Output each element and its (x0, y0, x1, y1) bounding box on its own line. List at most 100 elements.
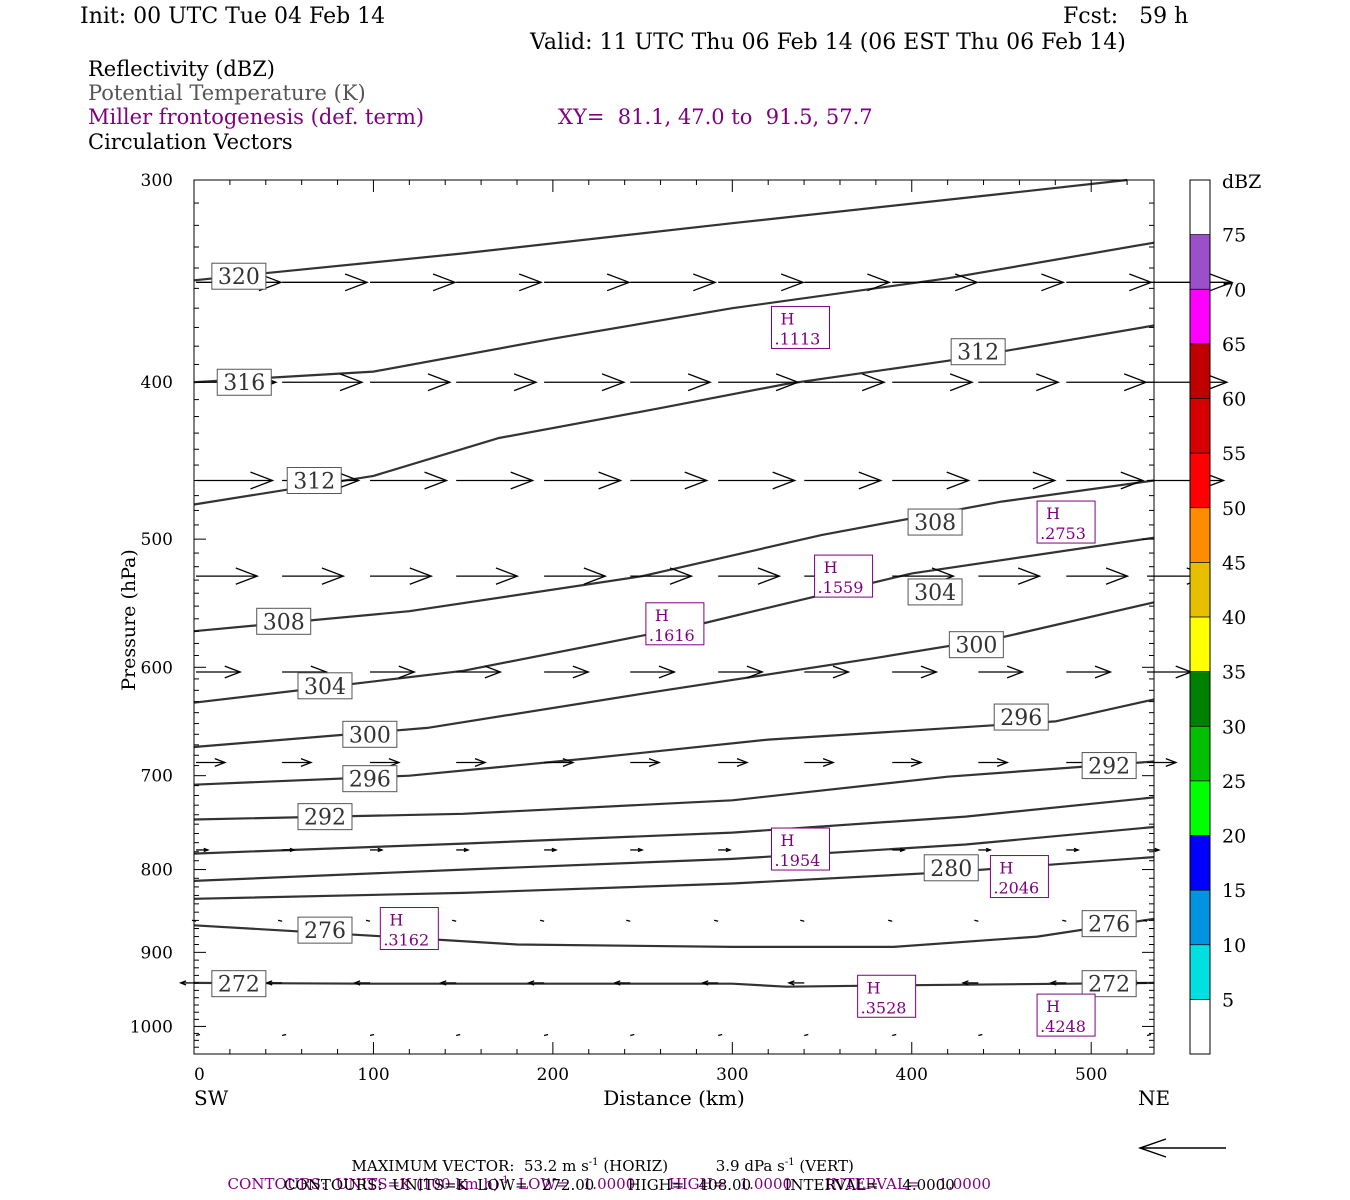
circulation-vector (961, 980, 979, 986)
circulation-vector (630, 758, 661, 767)
circulation-vector (544, 471, 623, 490)
svg-text:304: 304 (914, 581, 956, 606)
fronto-contour-units-exp: -1 (498, 1175, 509, 1186)
frontogenesis-high: H.2046 (989, 855, 1049, 899)
circulation-vector (626, 919, 631, 922)
frontogenesis-high: H.4248 (1036, 993, 1096, 1037)
x-end-right: NE (1138, 1086, 1170, 1110)
max-vector-horiz-unit: (HORIZ) (603, 1157, 669, 1175)
circulation-vector (1066, 273, 1154, 292)
max-vector-vert-exp: -1 (784, 1157, 795, 1168)
x-tick-label: 400 (896, 1065, 928, 1085)
colorbar-label: 55 (1222, 443, 1246, 465)
cross-section-endpoints: XY= 81.1, 47.0 to 91.5, 57.7 (558, 105, 873, 129)
circulation-vector (365, 919, 371, 922)
circulation-vector (978, 273, 1066, 292)
circulation-vector (1066, 665, 1113, 679)
circulation-vector (718, 373, 800, 392)
contour-label-272: 272 (1081, 970, 1137, 998)
svg-text:280: 280 (930, 857, 972, 882)
circulation-vector (804, 471, 883, 490)
colorbar-label: 35 (1222, 662, 1246, 684)
svg-text:.3162: .3162 (383, 931, 429, 950)
circulation-vector (456, 847, 470, 853)
circulation-vector (718, 471, 797, 490)
contour-label-312: 312 (286, 467, 342, 495)
circulation-vector (718, 1033, 723, 1037)
circulation-vector (196, 758, 227, 767)
circulation-vector (892, 847, 906, 853)
circulation-vector (718, 665, 765, 679)
contour-label-292: 292 (297, 803, 353, 831)
svg-text:.1113: .1113 (775, 329, 821, 348)
svg-text:320: 320 (218, 265, 260, 290)
svg-text:300: 300 (349, 723, 391, 748)
svg-text:H: H (1046, 997, 1060, 1016)
circulation-vector (265, 980, 283, 986)
theta-contour-272 (193, 981, 1155, 988)
field-theta: Potential Temperature (K) (88, 81, 366, 105)
contour-label-272: 272 (211, 970, 267, 998)
circulation-vector (1066, 567, 1130, 585)
svg-text:304: 304 (304, 675, 346, 700)
colorbar-label: 75 (1222, 225, 1246, 247)
svg-text:300: 300 (955, 634, 997, 659)
circulation-vector (978, 758, 1010, 767)
theta-contour-308 (193, 479, 1155, 633)
contour-label-280: 280 (923, 854, 979, 882)
frontogenesis-high: H.1954 (771, 827, 831, 871)
contour-label-300: 300 (342, 720, 398, 748)
svg-text:316: 316 (223, 371, 265, 396)
circulation-vector (456, 665, 503, 679)
colorbar-swatch (1190, 453, 1210, 508)
svg-text:H: H (1046, 504, 1060, 523)
x-end-left: SW (194, 1086, 229, 1110)
circulation-vector (892, 273, 980, 292)
colorbar-swatch (1190, 999, 1210, 1054)
colorbar-label: 65 (1222, 334, 1246, 356)
circulation-vector (456, 567, 520, 585)
svg-text:.1559: .1559 (818, 578, 864, 597)
theta-contour-292 (193, 760, 1155, 821)
svg-text:.4248: .4248 (1040, 1017, 1086, 1036)
plot-frame (193, 179, 1155, 1055)
circulation-vector (456, 471, 535, 490)
circulation-vector (178, 980, 196, 986)
circulation-vector (718, 273, 805, 292)
contour-label-292: 292 (1081, 752, 1137, 780)
circulation-vector (526, 980, 545, 986)
circulation-vector (196, 567, 260, 585)
colorbar-label: 5 (1222, 989, 1234, 1011)
contour-labels: 3203163123083043002962922762723123083043… (211, 262, 1137, 998)
circulation-vector (370, 758, 401, 767)
x-axis-title: Distance (km) (603, 1086, 745, 1110)
svg-text:.1616: .1616 (649, 626, 695, 645)
circulation-vector (978, 847, 993, 853)
svg-text:308: 308 (914, 511, 956, 536)
svg-text:296: 296 (349, 768, 391, 793)
circulation-vector (630, 471, 709, 490)
circulation-vector (892, 471, 971, 490)
circulation-vector (456, 758, 487, 767)
svg-text:292: 292 (1088, 755, 1130, 780)
svg-text:272: 272 (218, 973, 260, 998)
x-tick-label: 0 (194, 1065, 205, 1085)
circulation-vector (718, 758, 749, 767)
circulation-vector (888, 919, 893, 922)
colorbar-swatch (1190, 726, 1210, 781)
circulation-vector (1066, 471, 1145, 490)
svg-text:276: 276 (1088, 913, 1130, 938)
colorbar-swatch (1190, 671, 1210, 727)
contour-label-276: 276 (1081, 910, 1137, 938)
max-vector-vert: 3.9 dPa s (715, 1157, 785, 1175)
fronto-contour-range: LOW= 1.0000 HIGH= 1.0000 INTERVAL= 1.000… (508, 1175, 991, 1193)
circulation-vector (630, 847, 644, 853)
circulation-vector (282, 567, 346, 585)
circulation-vector (370, 665, 417, 679)
circulation-vector (1142, 919, 1148, 922)
circulation-vector (544, 847, 558, 853)
contour-label-296: 296 (342, 765, 398, 793)
svg-text:.2046: .2046 (993, 879, 1039, 898)
